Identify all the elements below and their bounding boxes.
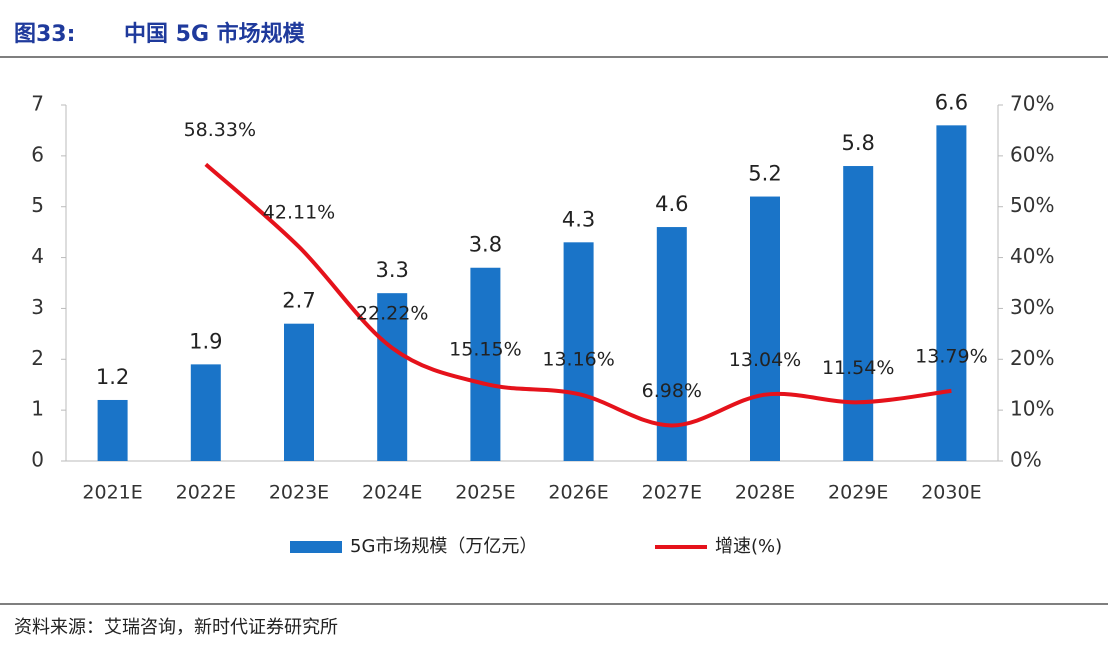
line-value-label: 13.79% bbox=[915, 345, 987, 367]
bar-value-label: 4.6 bbox=[655, 192, 688, 216]
y2-tick-label: 60% bbox=[1010, 142, 1054, 166]
line-value-label: 13.16% bbox=[542, 349, 614, 371]
bar-value-label: 4.3 bbox=[562, 207, 595, 231]
growth-line bbox=[204, 162, 952, 428]
chart-title: 中国 5G 市场规模 bbox=[124, 21, 306, 47]
x-tick-label: 2027E bbox=[642, 482, 702, 504]
bar-value-label: 1.2 bbox=[96, 365, 129, 389]
y2-tick-label: 30% bbox=[1010, 295, 1054, 319]
bar bbox=[936, 125, 967, 461]
bar-value-label: 5.8 bbox=[841, 131, 874, 155]
legend-label: 5G市场规模（万亿元） bbox=[350, 536, 537, 557]
bar bbox=[284, 323, 314, 461]
line-value-label: 11.54% bbox=[822, 357, 894, 379]
y-tick-label: 6 bbox=[31, 142, 44, 166]
bar bbox=[190, 364, 221, 461]
legend-swatch bbox=[290, 541, 342, 553]
line-value-label: 6.98% bbox=[642, 380, 702, 402]
bar bbox=[470, 267, 501, 461]
bar bbox=[750, 196, 780, 462]
line-value-label: 22.22% bbox=[356, 302, 428, 324]
x-tick-label: 2023E bbox=[269, 482, 329, 504]
line-value-label: 42.11% bbox=[263, 201, 335, 223]
source: 资料来源：艾瑞咨询，新时代证券研究所 bbox=[14, 617, 338, 638]
bar bbox=[843, 166, 874, 461]
y-tick-label: 2 bbox=[31, 346, 44, 370]
line-value-label: 15.15% bbox=[449, 338, 521, 360]
y-tick-label: 3 bbox=[31, 295, 44, 319]
y2-tick-label: 10% bbox=[1010, 397, 1054, 421]
bar-value-label: 6.6 bbox=[935, 90, 968, 114]
x-tick-label: 2022E bbox=[176, 482, 236, 504]
y-tick-label: 1 bbox=[31, 397, 44, 421]
y-tick-label: 7 bbox=[31, 92, 44, 116]
bar bbox=[656, 227, 687, 461]
x-tick-label: 2028E bbox=[735, 482, 795, 504]
line-value-label: 13.04% bbox=[729, 349, 801, 371]
y2-tick-label: 40% bbox=[1010, 244, 1054, 268]
bar-value-label: 3.8 bbox=[469, 233, 502, 257]
x-tick-label: 2024E bbox=[362, 482, 422, 504]
bar-value-label: 5.2 bbox=[748, 162, 781, 186]
y2-tick-label: 20% bbox=[1010, 346, 1054, 370]
y2-tick-label: 70% bbox=[1010, 92, 1054, 116]
bar-value-label: 3.3 bbox=[375, 258, 408, 282]
bar bbox=[97, 399, 128, 461]
y-tick-label: 0 bbox=[31, 448, 44, 472]
line-value-label: 58.33% bbox=[184, 119, 256, 141]
bar-value-label: 2.7 bbox=[282, 289, 315, 313]
bar bbox=[563, 242, 594, 461]
x-tick-label: 2030E bbox=[921, 482, 981, 504]
bar-value-label: 1.9 bbox=[189, 329, 222, 353]
x-tick-label: 2021E bbox=[82, 482, 142, 504]
legend-label: 增速(%) bbox=[715, 536, 782, 557]
bar bbox=[377, 293, 408, 461]
y2-tick-label: 0% bbox=[1010, 448, 1042, 472]
figure-label: 图33: bbox=[14, 22, 75, 47]
x-tick-label: 2025E bbox=[455, 482, 515, 504]
x-tick-label: 2026E bbox=[548, 482, 608, 504]
x-tick-label: 2029E bbox=[828, 482, 888, 504]
y-tick-label: 5 bbox=[31, 193, 44, 217]
y2-tick-label: 50% bbox=[1010, 193, 1054, 217]
y-tick-label: 4 bbox=[31, 244, 44, 268]
